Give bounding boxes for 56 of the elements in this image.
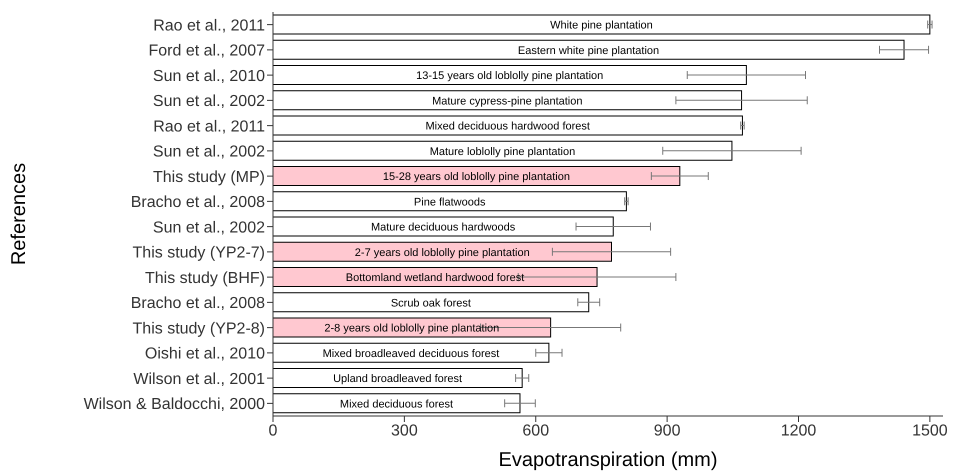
data-label: Pine flatwoods bbox=[414, 196, 486, 208]
data-label: Mature loblolly pine plantation bbox=[430, 146, 576, 158]
bar bbox=[273, 393, 520, 414]
bar bbox=[273, 267, 598, 288]
data-label: White pine plantation bbox=[550, 20, 653, 32]
y-tick-label: This study (BHF) bbox=[144, 270, 265, 287]
data-label: Eastern white pine plantation bbox=[518, 44, 660, 57]
y-tick-label: Wilson & Baldocchi, 2000 bbox=[84, 396, 266, 414]
y-tick-label: This study (YP2-8) bbox=[132, 320, 265, 338]
y-tick-label: Wilson et al., 2001 bbox=[133, 370, 266, 388]
bar bbox=[273, 216, 614, 237]
data-label: Scrub oak forest bbox=[390, 297, 471, 310]
bar bbox=[273, 368, 523, 388]
bar bbox=[273, 140, 732, 161]
data-label: Bottomland wetland hardwood forest bbox=[346, 272, 524, 284]
data-label: 15-28 years old loblolly pine plantation bbox=[382, 171, 570, 184]
y-tick-label: Rao et al., 2011 bbox=[153, 118, 266, 136]
data-label: 2-7 years old loblolly pine plantation bbox=[354, 246, 530, 259]
bar bbox=[273, 166, 680, 186]
data-label: Mature deciduous hardwoods bbox=[370, 222, 516, 234]
bar bbox=[273, 342, 550, 363]
bar bbox=[273, 14, 930, 35]
x-tick-label: 300 bbox=[391, 422, 418, 440]
x-tick-label: 1200 bbox=[780, 422, 816, 440]
x-tick-label: 600 bbox=[522, 422, 550, 440]
bar bbox=[273, 191, 627, 212]
bar bbox=[273, 292, 590, 312]
y-tick-label: Sun et al., 2002 bbox=[152, 219, 266, 236]
bar bbox=[273, 318, 552, 338]
x-tick-label: 0 bbox=[268, 422, 278, 440]
data-label: 13-15 years old loblolly pine plantation bbox=[416, 70, 604, 82]
bar bbox=[273, 65, 747, 86]
y-tick-label: This study (MP) bbox=[152, 168, 265, 186]
y-tick-label: Sun et al., 2002 bbox=[152, 144, 266, 161]
data-label: Upland broadleaved forest bbox=[333, 373, 462, 386]
x-tick-label: 900 bbox=[654, 422, 681, 440]
y-tick-label: Bracho et al., 2008 bbox=[130, 194, 266, 212]
bar bbox=[273, 40, 905, 60]
y-tick-label: This study (YP2-7) bbox=[132, 244, 265, 262]
y-tick-label: Ford et al., 2007 bbox=[148, 42, 266, 60]
bar bbox=[273, 116, 743, 136]
data-label: 2-8 years old loblolly pine plantation bbox=[324, 322, 500, 335]
y-tick-label: Sun et al., 2002 bbox=[152, 93, 266, 110]
data-label: Mature cypress-pine plantation bbox=[432, 95, 582, 108]
y-tick-label: Sun et al., 2010 bbox=[152, 68, 266, 85]
x-tick-label: 1500 bbox=[912, 422, 948, 440]
y-tick-label: Bracho et al., 2008 bbox=[130, 295, 266, 312]
data-label: Mixed deciduous forest bbox=[340, 398, 454, 410]
data-label: Mixed deciduous hardwood forest bbox=[425, 120, 590, 133]
y-tick-label: Oishi et al., 2010 bbox=[144, 346, 266, 363]
bar bbox=[273, 90, 742, 110]
bar bbox=[273, 242, 612, 262]
y-axis-title: References bbox=[8, 162, 30, 266]
x-axis-title: Evapotranspiration (mm) bbox=[498, 449, 718, 471]
data-label: Mixed broadleaved deciduous forest bbox=[322, 348, 500, 360]
y-tick-label: Rao et al., 2011 bbox=[153, 17, 266, 34]
